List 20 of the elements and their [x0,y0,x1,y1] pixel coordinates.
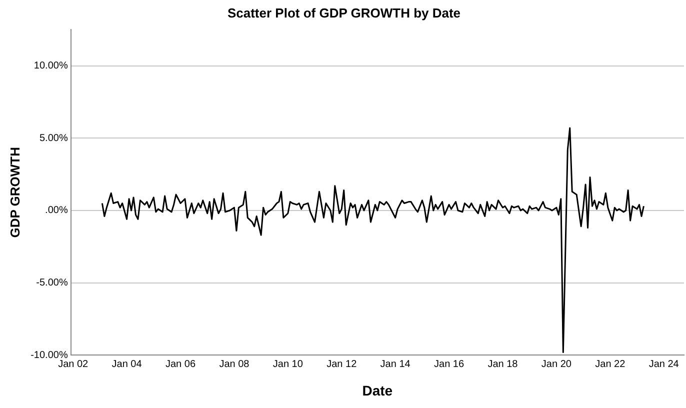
chart-title: Scatter Plot of GDP GROWTH by Date [227,5,461,20]
y-tick-label: -10.00% [30,350,68,361]
y-axis-title: GDP GROWTH [7,147,22,238]
x-tick-label: Jan 08 [219,358,250,370]
x-tick-label: Jan 04 [112,358,142,370]
x-axis-title: Date [362,382,393,398]
x-tick-label: Jan 10 [272,358,304,370]
x-tick-label: Jan 16 [434,358,464,370]
x-tick-label: Jan 22 [595,358,626,370]
x-tick-label: Jan 14 [380,358,411,370]
x-tick-label: Jan 20 [541,358,572,370]
x-tick-label: Jan 06 [165,358,196,370]
y-tick-label: -5.00% [36,278,68,289]
y-tick-label: 5.00% [39,132,68,144]
y-tick-label: .00% [45,205,68,216]
x-tick-label: Jan 24 [648,358,680,370]
x-tick-label: Jan 12 [326,358,358,370]
x-tick-label: Jan 02 [58,358,89,370]
x-tick-label: Jan 18 [488,358,518,370]
y-tick-label: 10.00% [34,60,68,72]
